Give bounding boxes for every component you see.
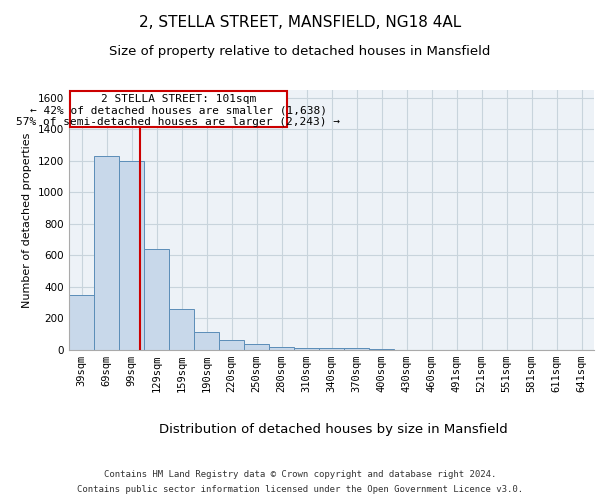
Bar: [344, 348, 369, 350]
Bar: [319, 348, 344, 350]
Text: 57% of semi-detached houses are larger (2,243) →: 57% of semi-detached houses are larger (…: [16, 116, 340, 126]
FancyBboxPatch shape: [70, 91, 287, 127]
Text: Distribution of detached houses by size in Mansfield: Distribution of detached houses by size …: [158, 422, 508, 436]
Bar: [269, 347, 294, 350]
Bar: [69, 295, 94, 350]
Bar: [119, 161, 144, 350]
Bar: [369, 349, 394, 350]
Bar: [144, 249, 169, 350]
Text: Contains HM Land Registry data © Crown copyright and database right 2024.: Contains HM Land Registry data © Crown c…: [104, 470, 496, 479]
Y-axis label: Number of detached properties: Number of detached properties: [22, 132, 32, 308]
Bar: [194, 332, 219, 350]
Text: 2, STELLA STREET, MANSFIELD, NG18 4AL: 2, STELLA STREET, MANSFIELD, NG18 4AL: [139, 15, 461, 30]
Bar: [294, 348, 319, 350]
Bar: [94, 156, 119, 350]
Text: Contains public sector information licensed under the Open Government Licence v3: Contains public sector information licen…: [77, 485, 523, 494]
Text: Size of property relative to detached houses in Mansfield: Size of property relative to detached ho…: [109, 45, 491, 58]
Bar: [244, 344, 269, 350]
Text: ← 42% of detached houses are smaller (1,638): ← 42% of detached houses are smaller (1,…: [30, 105, 327, 115]
Bar: [169, 309, 194, 350]
Text: 2 STELLA STREET: 101sqm: 2 STELLA STREET: 101sqm: [101, 94, 256, 104]
Bar: [219, 340, 244, 350]
